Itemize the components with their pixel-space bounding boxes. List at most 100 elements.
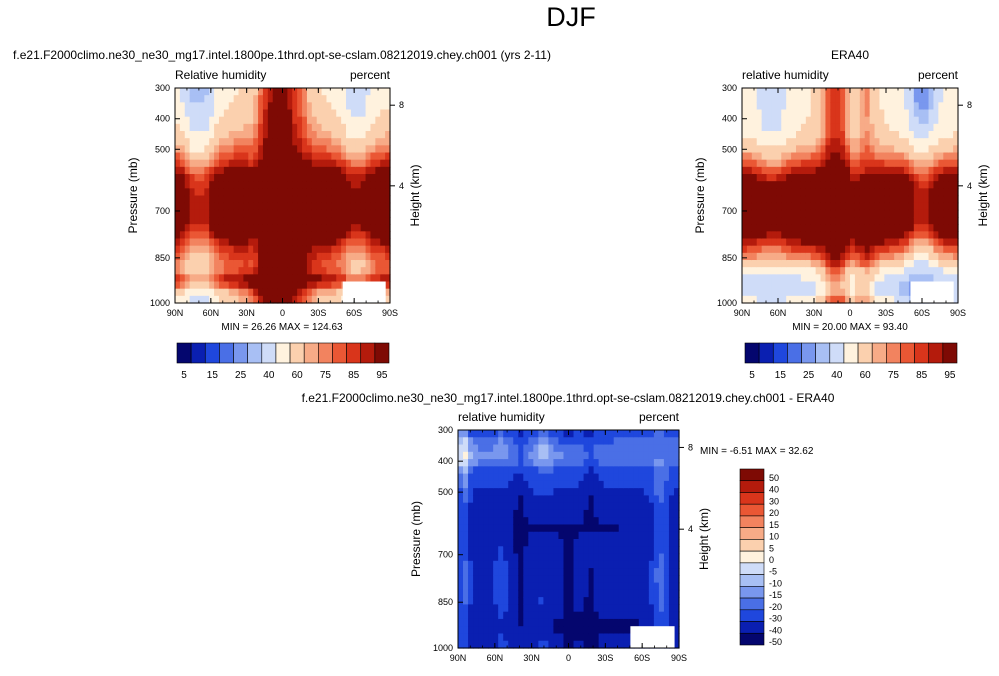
field-cell <box>593 502 600 511</box>
field-cell <box>553 451 560 460</box>
field-cell <box>350 224 357 232</box>
field-cell <box>673 597 680 605</box>
field-cell <box>771 267 777 275</box>
field-cell <box>786 245 792 254</box>
field-cell <box>199 181 205 189</box>
field-cell <box>375 152 381 161</box>
field-cell <box>558 473 565 482</box>
field-cell <box>243 231 249 240</box>
field-cell <box>493 626 499 635</box>
field-cell <box>628 604 635 613</box>
field-cell <box>508 611 514 620</box>
field-cell <box>742 102 748 111</box>
field-cell <box>528 575 534 584</box>
field-cell <box>894 260 900 268</box>
field-cell <box>908 231 915 240</box>
field-cell <box>331 267 337 275</box>
field-cell <box>643 502 650 511</box>
field-cell <box>771 116 777 125</box>
field-cell <box>766 95 773 103</box>
field-cell <box>904 274 910 283</box>
field-cell <box>618 568 625 576</box>
field-cell <box>943 260 949 268</box>
field-cell <box>563 444 570 453</box>
field-cell <box>593 575 600 584</box>
field-cell <box>835 152 841 161</box>
field-cell <box>277 281 284 290</box>
field-cell <box>243 260 249 268</box>
field-cell <box>791 195 797 204</box>
field-cell <box>786 131 792 139</box>
field-cell <box>573 480 580 489</box>
field-cell <box>478 488 484 496</box>
field-cell <box>830 174 836 182</box>
field-cell <box>845 159 851 168</box>
field-cell <box>583 618 590 627</box>
field-cell <box>756 152 763 161</box>
field-cell <box>548 640 555 649</box>
field-cell <box>223 123 230 132</box>
field-cell <box>302 288 308 297</box>
field-cell <box>928 267 935 275</box>
field-cell <box>189 109 196 118</box>
field-cell <box>771 109 777 118</box>
field-cell <box>894 267 900 275</box>
field-cell <box>326 231 332 240</box>
field-cell <box>194 188 201 197</box>
colorbar-box <box>829 342 845 364</box>
field-cell <box>840 281 846 290</box>
field-cell <box>583 473 590 482</box>
field-cell <box>593 553 600 562</box>
field-cell <box>548 604 555 613</box>
field-cell <box>663 589 670 598</box>
field-cell <box>746 288 753 297</box>
field-cell <box>508 597 514 605</box>
field-cell <box>184 267 191 275</box>
field-cell <box>513 473 519 482</box>
field-cell <box>908 209 915 218</box>
field-cell <box>528 640 534 649</box>
field-cell <box>810 281 817 290</box>
field-cell <box>653 560 660 569</box>
field-cell <box>618 589 625 598</box>
field-cell <box>478 466 484 475</box>
field-cell <box>463 524 469 533</box>
field-cell <box>533 633 539 642</box>
field-cell <box>533 597 539 605</box>
field-cell <box>658 531 665 540</box>
field-cell <box>913 209 920 218</box>
field-cell <box>238 295 245 304</box>
field-cell <box>538 633 544 642</box>
field-cell <box>603 560 610 569</box>
field-cell <box>845 131 851 139</box>
field-cell <box>563 495 570 504</box>
field-cell <box>533 539 539 547</box>
field-cell <box>889 195 895 204</box>
field-cell <box>643 611 650 620</box>
field-cell <box>756 88 763 96</box>
field-cell <box>796 224 802 232</box>
field-cell <box>943 102 949 111</box>
field-cell <box>558 444 565 453</box>
field-cell <box>558 430 565 438</box>
field-cell <box>603 546 610 555</box>
field-cell <box>938 102 944 111</box>
field-cell <box>899 217 905 225</box>
field-cell <box>623 509 630 518</box>
field-cell <box>953 231 959 240</box>
field-cell <box>608 611 615 620</box>
field-cell <box>538 618 544 627</box>
field-cell <box>258 281 264 290</box>
field-cell <box>331 174 337 182</box>
field-cell <box>503 437 509 446</box>
field-cell <box>311 95 318 103</box>
field-cell <box>663 430 670 438</box>
field-cell <box>365 145 372 154</box>
field-cell <box>638 553 645 562</box>
field-cell <box>948 95 954 103</box>
field-cell <box>483 604 489 613</box>
field-cell <box>923 174 930 182</box>
field-cell <box>820 209 827 218</box>
field-cell <box>776 95 782 103</box>
field-cell <box>267 245 274 254</box>
